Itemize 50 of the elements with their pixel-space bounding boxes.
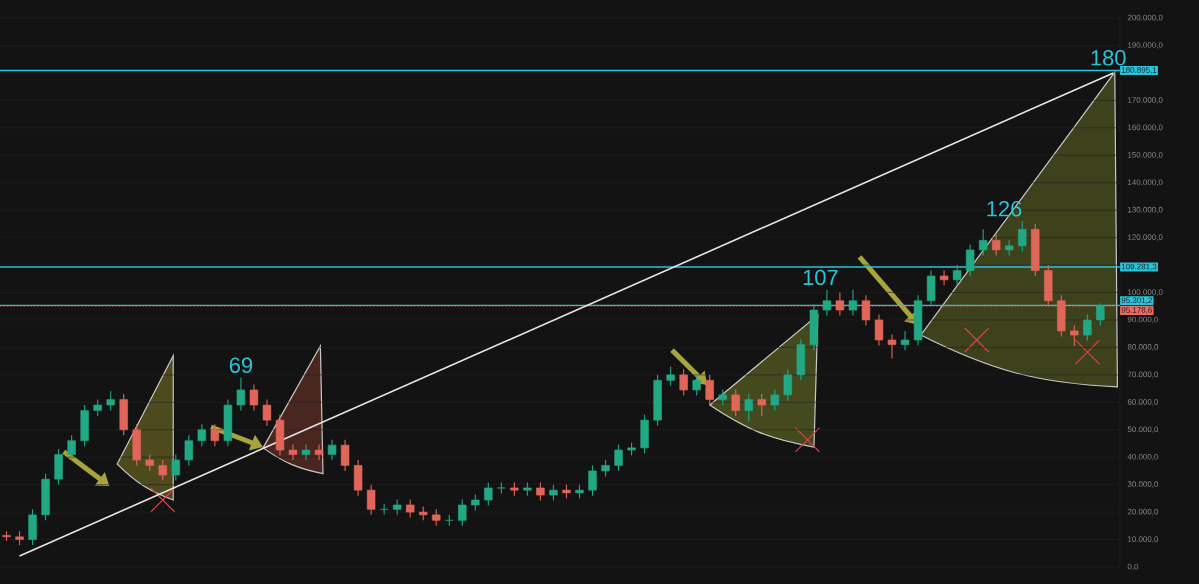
candlestick xyxy=(900,330,910,351)
candlestick xyxy=(301,444,311,461)
candlestick xyxy=(679,368,688,396)
annotation: 180 xyxy=(1091,50,1126,66)
candlestick xyxy=(288,444,298,461)
candlestick xyxy=(848,289,858,317)
candlestick xyxy=(770,388,780,412)
candlestick xyxy=(757,393,766,417)
annotation: 69 xyxy=(229,357,253,374)
candlestick xyxy=(874,313,884,347)
candlestick xyxy=(861,294,871,326)
candlestick xyxy=(262,399,272,427)
candlestick xyxy=(1018,220,1027,252)
candlestick xyxy=(692,374,701,396)
candlestick xyxy=(965,243,975,277)
annotation: 107 xyxy=(803,269,838,286)
candlestick xyxy=(197,423,207,447)
candlestick xyxy=(822,289,832,317)
candlestick xyxy=(666,366,675,387)
candlestick xyxy=(705,374,714,406)
candlestick xyxy=(536,481,545,502)
candlestick xyxy=(236,377,246,412)
candlestick xyxy=(939,269,949,286)
candlestick xyxy=(340,439,350,472)
candlestick xyxy=(210,423,220,447)
candlestick xyxy=(614,444,623,472)
candlestick xyxy=(67,434,76,461)
candlestick xyxy=(588,464,597,497)
candlestick xyxy=(327,439,337,461)
candlestick xyxy=(366,484,376,516)
candlestick xyxy=(249,383,259,412)
candlestick xyxy=(158,459,167,482)
candlestick xyxy=(184,434,194,466)
candlestick xyxy=(952,264,962,286)
candlestick xyxy=(1096,302,1105,326)
candlestick xyxy=(458,498,467,527)
candlestick xyxy=(744,393,753,423)
candlestick xyxy=(171,453,180,482)
candlestick xyxy=(835,291,845,317)
candlestick xyxy=(783,368,793,401)
candlestick xyxy=(405,498,415,519)
candlestick xyxy=(1083,313,1092,342)
candlestick xyxy=(484,481,493,507)
candlestick xyxy=(106,390,115,412)
candlestick xyxy=(314,444,324,461)
candlestick xyxy=(978,228,988,256)
candlestick xyxy=(1070,324,1079,347)
candlestick xyxy=(991,234,1001,256)
candlestick xyxy=(731,388,740,417)
candlestick xyxy=(887,333,897,359)
